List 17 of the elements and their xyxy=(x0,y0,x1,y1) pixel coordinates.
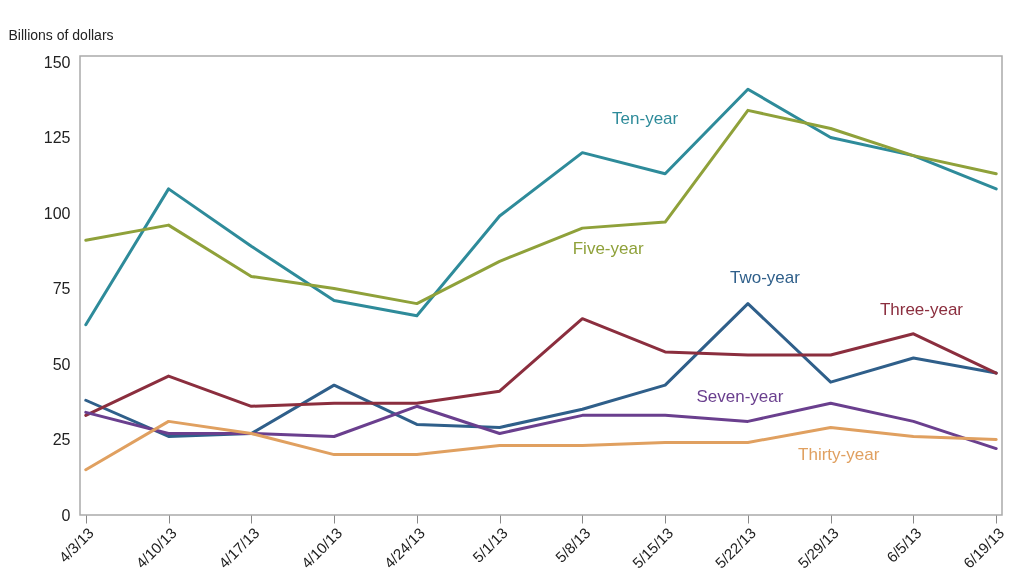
series-label: Thirty-year xyxy=(798,445,880,465)
y-axis-title: Billions of dollars xyxy=(8,26,114,43)
y-tick-label: 0 xyxy=(61,506,71,524)
series-label: Ten-year xyxy=(612,108,679,128)
y-tick-label: 125 xyxy=(43,129,71,147)
line-series xyxy=(84,317,998,417)
y-tick-label: 50 xyxy=(52,355,71,373)
series-label: Five-year xyxy=(572,239,644,259)
series-label: Three-year xyxy=(879,299,964,319)
y-tick-label: 75 xyxy=(52,280,71,298)
y-tick-label: 150 xyxy=(43,53,71,71)
line-series xyxy=(84,419,998,472)
y-tick-label: 100 xyxy=(43,204,71,222)
line-series xyxy=(84,87,998,327)
series-label: Two-year xyxy=(729,267,801,287)
series-label: Seven-year xyxy=(696,387,784,407)
y-tick-label: 25 xyxy=(52,431,71,449)
